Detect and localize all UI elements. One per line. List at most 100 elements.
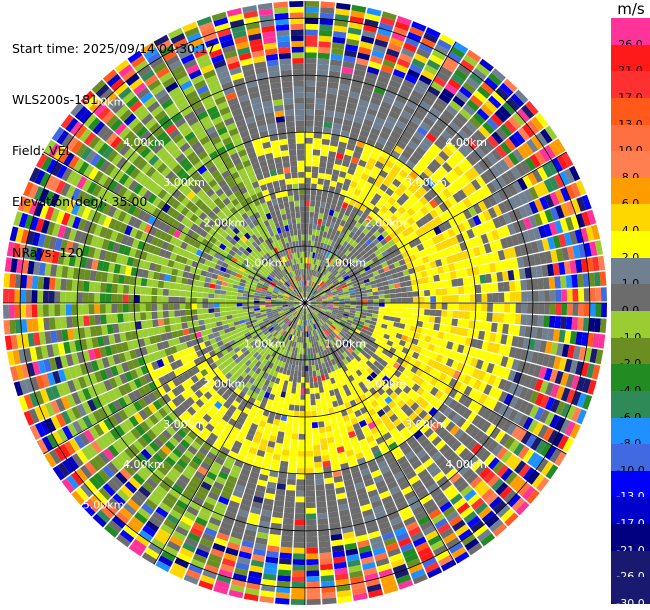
velocity-gate [395,120,407,130]
velocity-gate [332,235,339,242]
velocity-gate [292,564,305,571]
velocity-gate [589,287,596,302]
velocity-gate [291,387,297,394]
velocity-gate [382,145,393,155]
velocity-gate [288,375,294,382]
velocity-gate [480,283,487,293]
velocity-gate [405,160,416,170]
velocity-gate [312,282,316,288]
velocity-gate [372,238,380,246]
velocity-gate [353,188,362,197]
velocity-gate [313,292,319,297]
velocity-gate [203,313,210,319]
velocity-gate [457,222,466,233]
velocity-gate [140,286,147,295]
velocity-gate [383,265,390,272]
velocity-gate [369,234,377,242]
velocity-gate [316,303,323,305]
velocity-gate [299,422,305,429]
velocity-gate [334,283,341,288]
velocity-gate [335,316,342,321]
velocity-gate [443,220,452,230]
velocity-gate [513,398,524,411]
velocity-gate [353,318,360,324]
velocity-gate [342,286,349,291]
velocity-gate [372,122,383,131]
velocity-gate [446,341,454,350]
velocity-gate [487,374,497,386]
velocity-gate [310,189,317,196]
velocity-gate [422,116,435,128]
velocity-gate [333,223,340,230]
velocity-gate [295,496,305,503]
velocity-gate [378,197,387,206]
velocity-gate [345,236,352,243]
velocity-gate [274,500,285,507]
velocity-gate [398,259,406,266]
velocity-gate [431,330,439,338]
velocity-gate [489,165,501,178]
velocity-gate [444,325,452,333]
velocity-gate [369,336,377,343]
velocity-gate [578,303,585,317]
velocity-gate [306,547,319,554]
velocity-gate [330,240,336,247]
velocity-gate [345,321,352,326]
velocity-gate [537,315,544,327]
velocity-gate [334,272,341,278]
velocity-gate [305,103,315,110]
velocity-gate [333,297,339,300]
velocity-gate [305,291,307,298]
velocity-gate [315,297,322,300]
velocity-gate [404,145,415,155]
velocity-gate [359,268,366,275]
velocity-gate [310,297,316,301]
velocity-gate [327,82,339,89]
velocity-gate [381,261,389,268]
velocity-gate [305,206,310,212]
velocity-gate [369,263,376,269]
velocity-gate [399,281,407,288]
velocity-gate [432,184,442,195]
velocity-gate [438,166,449,177]
velocity-gate [325,250,331,258]
velocity-gate [313,143,321,150]
velocity-gate [328,266,334,272]
velocity-gate [433,226,442,236]
velocity-gate [410,135,422,146]
velocity-gate [486,342,495,353]
velocity-gate [521,291,528,302]
velocity-gate [338,278,345,283]
velocity-gate [479,274,487,284]
velocity-gate [594,240,603,256]
velocity-gate [362,82,375,92]
velocity-gate [210,322,217,329]
velocity-gate [508,196,518,210]
velocity-gate [440,280,447,288]
velocity-gate [361,293,368,297]
velocity-gate [381,323,388,329]
velocity-gate [511,336,519,347]
velocity-gate [368,242,376,249]
velocity-gate [536,239,545,252]
velocity-gate [378,290,385,295]
velocity-gate [25,304,32,318]
velocity-gate [327,191,334,199]
velocity-gate [367,259,374,266]
velocity-gate [370,320,377,326]
velocity-gate [466,228,475,239]
velocity-gate [527,363,537,376]
velocity-gate [378,310,385,316]
velocity-gate [572,244,581,259]
velocity-gate [447,295,454,303]
velocity-gate [336,274,342,280]
velocity-gate [393,125,404,135]
velocity-gate [438,66,453,78]
velocity-gate [412,308,419,315]
velocity-gate [365,316,372,321]
velocity-gate [285,392,291,399]
velocity-gate [295,388,301,394]
velocity-gate [305,189,311,195]
velocity-gate [390,74,404,84]
velocity-gate [359,41,373,50]
